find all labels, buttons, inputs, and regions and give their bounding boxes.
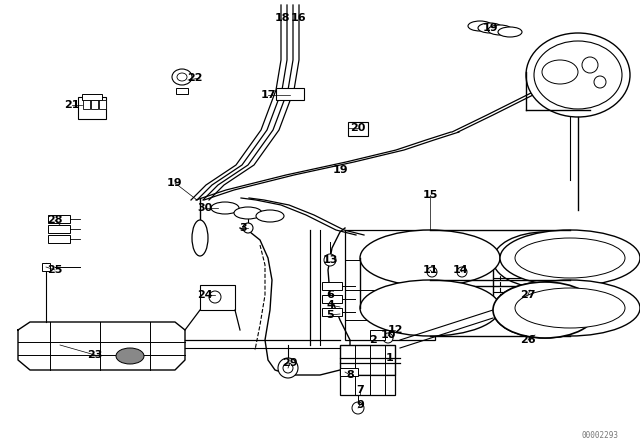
Text: 24: 24 [197, 290, 213, 300]
Bar [340, 375, 395, 395]
Bar [83, 100, 90, 109]
Text: 30: 30 [197, 203, 212, 213]
Bar [322, 282, 342, 290]
Bar [42, 263, 50, 271]
Text: 00002293: 00002293 [582, 431, 618, 439]
Text: 18: 18 [275, 13, 290, 23]
Text: 12: 12 [387, 325, 403, 335]
Text: 1: 1 [386, 353, 394, 363]
Bar [48, 215, 70, 223]
Circle shape [243, 223, 253, 233]
Ellipse shape [234, 207, 262, 219]
Bar [345, 230, 435, 340]
Text: 2: 2 [369, 335, 377, 345]
Bar [340, 345, 395, 375]
Bar [348, 122, 368, 136]
Bar [82, 94, 102, 100]
Text: 14: 14 [452, 265, 468, 275]
Text: 17: 17 [260, 90, 276, 100]
Ellipse shape [493, 282, 597, 338]
Ellipse shape [515, 238, 625, 278]
Ellipse shape [211, 202, 239, 214]
Bar [340, 368, 358, 376]
Bar [91, 100, 98, 109]
Circle shape [594, 76, 606, 88]
Text: 4: 4 [326, 300, 334, 310]
Ellipse shape [116, 348, 144, 364]
Circle shape [457, 267, 467, 277]
Ellipse shape [192, 220, 208, 256]
Text: 19: 19 [482, 23, 498, 33]
Text: 16: 16 [290, 13, 306, 23]
Circle shape [427, 267, 437, 277]
Bar [176, 88, 188, 94]
Text: 3: 3 [239, 223, 247, 233]
Text: 8: 8 [346, 370, 354, 380]
Circle shape [283, 363, 293, 373]
Text: 13: 13 [323, 255, 338, 265]
Ellipse shape [256, 210, 284, 222]
Circle shape [383, 333, 393, 343]
Ellipse shape [177, 73, 187, 81]
Ellipse shape [493, 282, 597, 338]
Ellipse shape [360, 280, 500, 336]
Text: 9: 9 [356, 400, 364, 410]
Text: 6: 6 [326, 290, 334, 300]
Bar [322, 308, 342, 316]
Bar [370, 330, 385, 340]
Ellipse shape [498, 27, 522, 37]
Text: 26: 26 [520, 335, 536, 345]
Circle shape [352, 402, 364, 414]
Ellipse shape [468, 21, 492, 31]
Circle shape [582, 57, 598, 73]
Text: 10: 10 [380, 330, 396, 340]
Text: 5: 5 [326, 310, 334, 320]
Ellipse shape [488, 25, 512, 35]
Text: 28: 28 [47, 215, 63, 225]
Ellipse shape [172, 69, 192, 85]
Text: 27: 27 [520, 290, 536, 300]
Ellipse shape [500, 280, 640, 336]
Ellipse shape [542, 60, 578, 84]
Ellipse shape [478, 23, 502, 33]
Text: 21: 21 [64, 100, 80, 110]
Text: 22: 22 [188, 73, 203, 83]
Bar [200, 285, 235, 310]
Ellipse shape [515, 288, 625, 328]
Text: 29: 29 [282, 358, 298, 368]
Ellipse shape [500, 230, 640, 286]
Bar [48, 235, 70, 243]
Text: 20: 20 [350, 123, 365, 133]
Text: 15: 15 [422, 190, 438, 200]
Circle shape [209, 291, 221, 303]
Bar [322, 295, 342, 303]
Circle shape [278, 358, 298, 378]
Text: 7: 7 [356, 385, 364, 395]
Ellipse shape [493, 232, 597, 288]
Text: 23: 23 [87, 350, 102, 360]
Bar [276, 88, 304, 100]
Ellipse shape [360, 230, 500, 286]
Text: 19: 19 [332, 165, 348, 175]
Text: 19: 19 [167, 178, 183, 188]
Text: 11: 11 [422, 265, 438, 275]
Text: 25: 25 [47, 265, 63, 275]
Bar [99, 100, 106, 109]
Circle shape [324, 254, 336, 266]
Bar [48, 225, 70, 233]
Ellipse shape [534, 41, 622, 109]
Ellipse shape [526, 33, 630, 117]
Bar [78, 97, 106, 119]
